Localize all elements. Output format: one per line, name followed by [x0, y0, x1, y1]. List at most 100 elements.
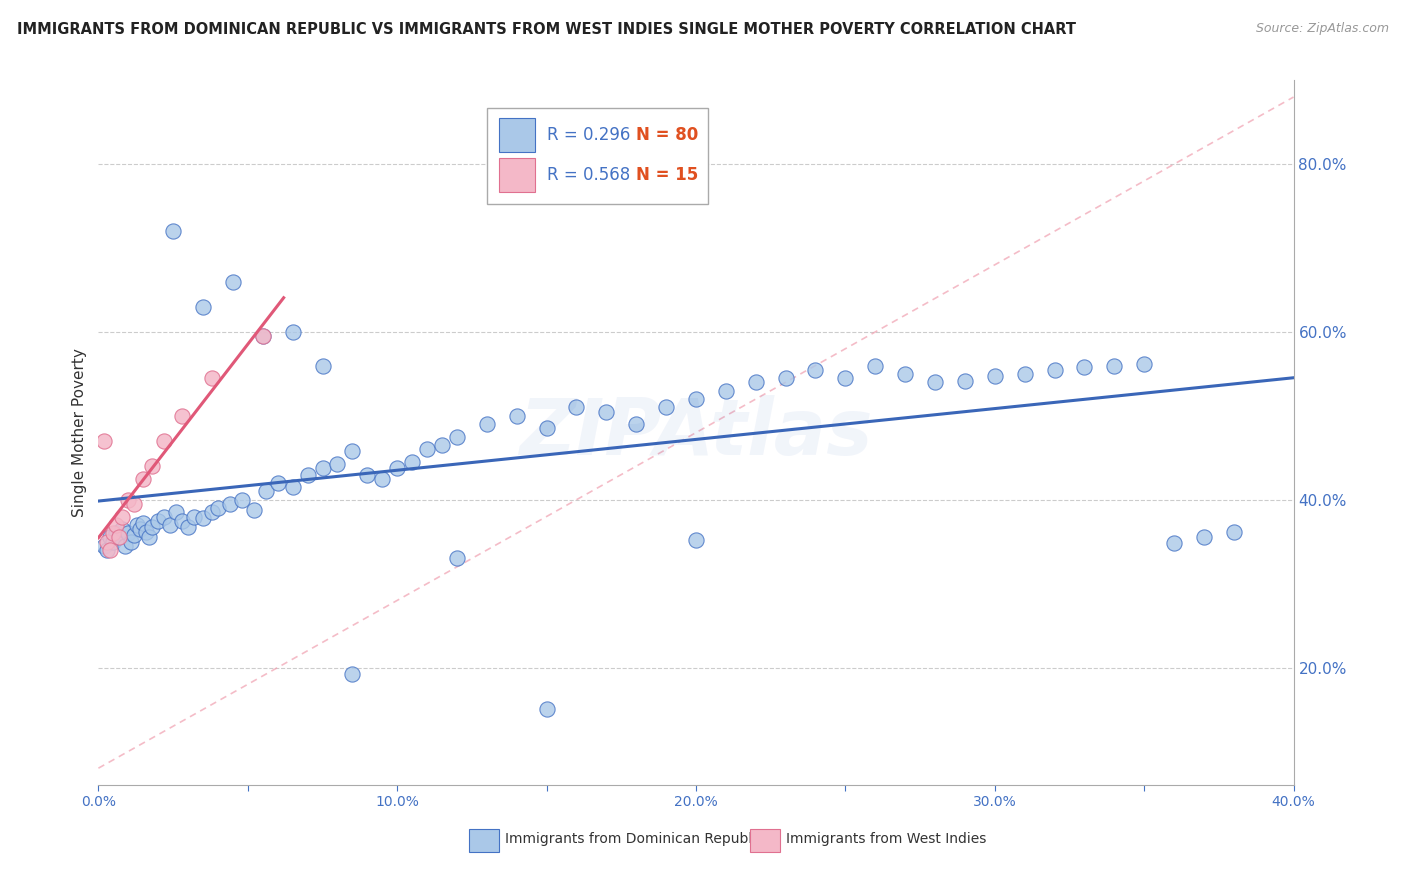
- Point: [108, 531, 131, 545]
- Point: [311, 460, 333, 475]
- Point: [281, 480, 304, 494]
- Point: [96, 534, 118, 549]
- Point: [342, 667, 364, 681]
- FancyBboxPatch shape: [486, 109, 709, 203]
- FancyBboxPatch shape: [470, 830, 499, 852]
- Point: [132, 472, 155, 486]
- Point: [222, 275, 245, 289]
- Point: [775, 371, 797, 385]
- Point: [1073, 360, 1095, 375]
- Point: [267, 475, 290, 490]
- Point: [254, 484, 277, 499]
- Point: [1133, 357, 1156, 371]
- Point: [311, 359, 333, 373]
- Point: [153, 434, 176, 448]
- Point: [1192, 531, 1215, 545]
- Point: [685, 392, 707, 406]
- Point: [141, 519, 163, 533]
- Point: [138, 531, 160, 545]
- Point: [430, 438, 453, 452]
- Point: [1043, 362, 1066, 376]
- Point: [177, 519, 200, 533]
- FancyBboxPatch shape: [749, 830, 780, 852]
- Point: [201, 371, 224, 385]
- Point: [326, 458, 349, 472]
- Point: [1163, 536, 1185, 550]
- Point: [446, 551, 468, 566]
- Point: [98, 531, 122, 545]
- Point: [141, 459, 163, 474]
- Point: [93, 539, 115, 553]
- Point: [148, 514, 170, 528]
- Point: [745, 376, 768, 390]
- Point: [132, 516, 155, 531]
- Point: [159, 517, 181, 532]
- Point: [371, 472, 394, 486]
- Point: [281, 325, 304, 339]
- Y-axis label: Single Mother Poverty: Single Mother Poverty: [72, 348, 87, 517]
- FancyBboxPatch shape: [499, 159, 534, 193]
- Point: [124, 497, 146, 511]
- Point: [595, 404, 617, 418]
- Point: [183, 509, 205, 524]
- Text: R = 0.296: R = 0.296: [547, 127, 630, 145]
- Point: [117, 492, 139, 507]
- Text: Immigrants from Dominican Republic: Immigrants from Dominican Republic: [505, 832, 763, 847]
- Point: [1223, 524, 1246, 539]
- Text: IMMIGRANTS FROM DOMINICAN REPUBLIC VS IMMIGRANTS FROM WEST INDIES SINGLE MOTHER : IMMIGRANTS FROM DOMINICAN REPUBLIC VS IM…: [17, 22, 1076, 37]
- Point: [356, 467, 378, 482]
- Point: [111, 522, 134, 536]
- Point: [536, 421, 558, 435]
- Point: [111, 509, 134, 524]
- Point: [117, 526, 139, 541]
- Point: [953, 374, 976, 388]
- Point: [93, 434, 115, 448]
- Point: [231, 492, 253, 507]
- Point: [114, 539, 136, 553]
- Point: [201, 505, 224, 519]
- FancyBboxPatch shape: [499, 119, 534, 153]
- Point: [105, 517, 128, 532]
- Point: [565, 401, 588, 415]
- Point: [165, 505, 187, 519]
- Point: [124, 528, 146, 542]
- Point: [714, 384, 737, 398]
- Point: [98, 543, 122, 558]
- Point: [342, 444, 364, 458]
- Point: [1104, 359, 1126, 373]
- Point: [105, 526, 128, 541]
- Point: [108, 531, 131, 545]
- Point: [1014, 367, 1036, 381]
- Point: [536, 702, 558, 716]
- Point: [207, 501, 229, 516]
- Text: Immigrants from West Indies: Immigrants from West Indies: [786, 832, 986, 847]
- Point: [385, 460, 409, 475]
- Point: [135, 524, 157, 539]
- Text: ZIPAtlas: ZIPAtlas: [519, 394, 873, 471]
- Point: [153, 509, 176, 524]
- Point: [127, 517, 149, 532]
- Point: [984, 368, 1007, 383]
- Point: [252, 329, 274, 343]
- Point: [297, 467, 319, 482]
- Point: [162, 224, 184, 238]
- Point: [416, 442, 439, 457]
- Point: [172, 409, 194, 423]
- Point: [506, 409, 529, 423]
- Point: [243, 503, 266, 517]
- Point: [894, 367, 917, 381]
- Point: [401, 455, 423, 469]
- Point: [191, 511, 214, 525]
- Text: N = 15: N = 15: [637, 167, 699, 185]
- Point: [865, 359, 887, 373]
- Point: [924, 376, 946, 390]
- Point: [172, 514, 194, 528]
- Point: [120, 534, 142, 549]
- Text: N = 80: N = 80: [637, 127, 699, 145]
- Point: [685, 533, 707, 547]
- Point: [252, 329, 274, 343]
- Point: [219, 497, 242, 511]
- Text: Source: ZipAtlas.com: Source: ZipAtlas.com: [1256, 22, 1389, 36]
- Point: [446, 430, 468, 444]
- Point: [103, 534, 125, 549]
